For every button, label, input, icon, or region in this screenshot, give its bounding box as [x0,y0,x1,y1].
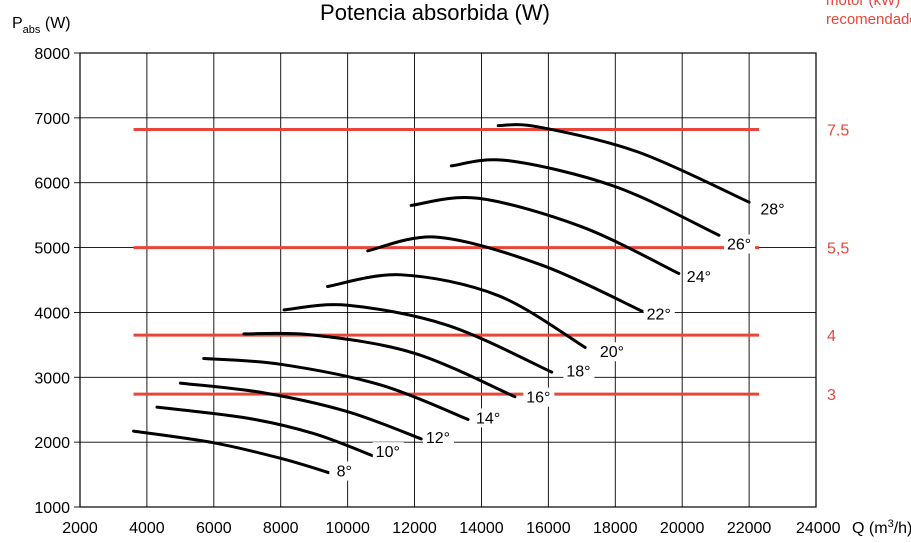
x-tick-label: 24000 [796,520,841,537]
curve-line [409,196,681,276]
x-tick-label: 4000 [129,520,165,537]
curve-line [282,303,554,374]
x-tick-label: 8000 [263,520,299,537]
curve-line [202,356,470,421]
motor-line-label: 7.5 [827,123,849,140]
curves [132,123,751,475]
curve-labels: 8° 10° 12° 14° 16° 18° 20° 22° 24° 26° 28° [329,199,789,481]
x-axis-label-unit-pre: (m [864,520,887,537]
tick-labels: 2000 4000 6000 8000 10000 12000 14000 16000 1800… [34,46,840,537]
curve-label: 12° [426,430,450,447]
curve-label-bg [683,267,715,286]
curve-label: 16° [526,390,550,407]
curve-label-bg [523,387,555,407]
curve-label-bg [473,408,505,428]
curve-label: 14° [476,410,500,427]
curve-label: 20° [600,344,624,361]
side-note-line2: recomendado [826,11,911,28]
curve-label: 10° [376,444,400,461]
y-axis-label: Pabs (W) [12,15,71,36]
x-tick-label: 12000 [392,520,437,537]
curve-label: 22° [647,307,671,324]
y-tick-label: 4000 [34,305,70,322]
curve-label: 24° [687,269,711,286]
x-tick-label: 16000 [526,520,571,537]
curve-line [132,429,333,475]
motor-line-label: 5,5 [827,241,849,258]
x-tick-label: 6000 [196,520,232,537]
y-tick-label: 6000 [34,176,70,193]
curve-label: 8° [337,464,352,481]
y-axis-label-sub: abs [23,24,41,36]
x-tick-label: 14000 [459,520,504,537]
x-axis-label: Q (m3/h) [852,518,911,537]
curve-line [449,158,721,237]
y-tick-label: 8000 [34,46,70,63]
curve-label-bg [563,361,595,381]
x-axis-label-main: Q [852,520,864,537]
curve-line [242,331,517,399]
motor-line-label: 3 [827,387,836,404]
curve-label-bg [329,461,361,481]
curve-line [366,235,644,313]
x-axis-label-sup: 3 [888,518,894,530]
x-tick-label: 18000 [593,520,638,537]
curve-line [496,123,751,204]
curve-label: 26° [727,237,751,254]
x-tick-label: 20000 [660,520,705,537]
curve-label-bg [422,427,454,447]
curve-label: 18° [566,364,590,381]
curve-line [326,273,587,349]
curve-label-bg [596,342,628,362]
motor-lines: 7.5 5,5 4 3 [133,123,849,404]
x-tick-label: 22000 [727,520,772,537]
side-note-line1: motor (kW) [826,0,900,9]
y-tick-label: 2000 [34,435,70,452]
curve-label-bg [757,199,789,219]
curve-label: 28° [760,202,784,219]
chart-title: Potencia absorbida (W) [320,0,550,25]
y-tick-label: 1000 [34,500,70,517]
curve-label-bg [724,234,756,254]
y-axis-label-main: P [12,15,23,32]
motor-line-label: 4 [827,328,836,345]
y-tick-label: 7000 [34,111,70,128]
curve-line [155,405,376,458]
x-tick-label: 10000 [325,520,370,537]
x-axis-label-unit-post: /h) [894,520,911,537]
curve-line [178,381,423,441]
curve-label-bg [643,304,675,324]
x-tick-label: 2000 [62,520,98,537]
y-tick-label: 5000 [34,241,70,258]
y-tick-label: 3000 [34,370,70,387]
y-axis-label-unit: (W) [40,15,70,32]
curve-label-bg [372,442,404,462]
